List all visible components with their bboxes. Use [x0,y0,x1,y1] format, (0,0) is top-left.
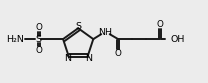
Text: NH: NH [98,28,112,37]
Text: O: O [156,20,163,29]
Text: S: S [35,35,41,44]
Text: O: O [36,23,42,32]
Text: S: S [75,22,81,31]
Text: O: O [36,46,42,55]
Text: OH: OH [171,35,185,44]
Text: H₂N: H₂N [6,35,24,44]
Text: N: N [85,54,93,63]
Text: N: N [64,54,71,63]
Text: O: O [115,49,121,58]
